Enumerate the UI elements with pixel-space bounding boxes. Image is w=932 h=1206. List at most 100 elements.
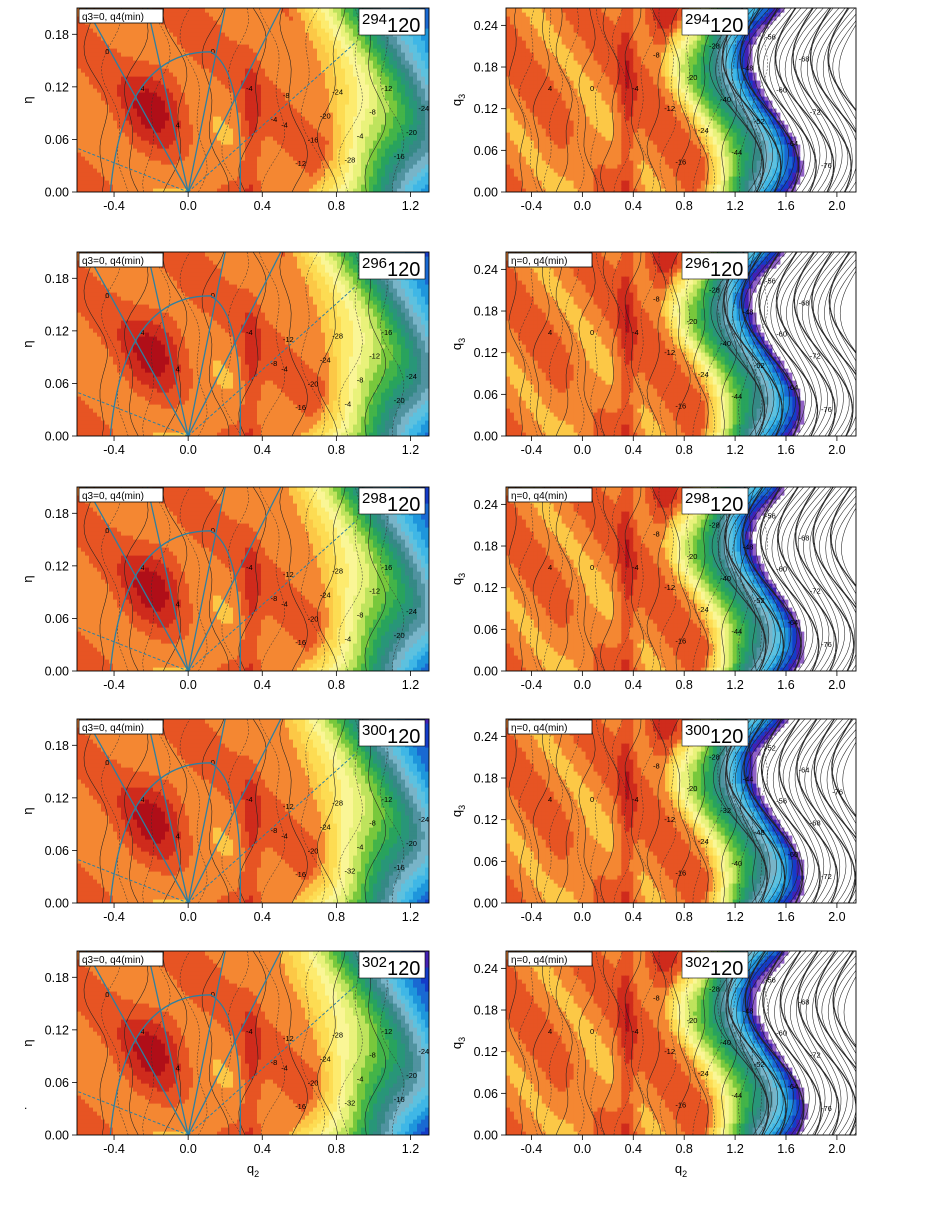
contour-cell: [77, 64, 82, 69]
contour-cell: [169, 80, 174, 85]
contour-cell: [193, 72, 198, 77]
contour-cell: [553, 28, 559, 33]
contour-cell: [553, 16, 559, 21]
contour-cell: [313, 44, 318, 49]
contour-cell: [269, 176, 274, 181]
contour-cell: [277, 44, 282, 49]
contour-cell: [373, 128, 378, 133]
contour-cell: [405, 108, 410, 113]
isoline: [300, 8, 326, 192]
contour-cell: [557, 132, 563, 137]
contour-cell: [93, 68, 98, 73]
contour-cell: [533, 136, 539, 141]
contour-cell: [157, 140, 162, 145]
isoline: [259, 8, 286, 192]
contour-cell: [157, 132, 162, 137]
contour-cell: [525, 132, 531, 137]
contour-cell: [213, 176, 218, 181]
contour-cell: [133, 120, 138, 125]
contour-cell: [277, 140, 282, 145]
contour-cell: [257, 88, 262, 93]
contour-cell: [149, 92, 154, 97]
contour-cell: [85, 88, 90, 93]
contour-cell: [269, 148, 274, 153]
contour-cell: [93, 184, 98, 189]
contour-cell: [113, 136, 118, 141]
contour-cell: [369, 72, 374, 77]
contour-cell: [273, 36, 278, 41]
contour-cell: [213, 12, 218, 17]
contour-cell: [545, 136, 551, 141]
contour-cell: [145, 112, 150, 117]
contour-cell: [341, 76, 346, 81]
contour-cell: [341, 36, 346, 41]
contour-cell: [417, 40, 422, 45]
contour-cell: [553, 132, 559, 137]
contour-cell: [521, 176, 527, 181]
contour-cell: [181, 8, 186, 13]
contour-cell: [365, 56, 370, 61]
contour-cell: [317, 108, 322, 113]
contour-cell: [277, 128, 282, 133]
contour-cell: [425, 68, 429, 73]
contour-cell: [245, 100, 250, 105]
contour-cell: [293, 16, 298, 21]
contour-cell: [369, 64, 374, 69]
contour-cell: [289, 164, 294, 169]
contour-cell: [409, 84, 414, 89]
contour-cell: [185, 176, 190, 181]
contour-cell: [345, 68, 350, 73]
contour-cell: [197, 128, 202, 133]
contour-cell: [313, 120, 318, 125]
contour-cell: [261, 88, 266, 93]
contour-cell: [189, 76, 194, 81]
contour-cell: [421, 156, 426, 161]
contour-cell: [297, 36, 302, 41]
contour-cell: [145, 28, 150, 33]
contour-cell: [273, 96, 278, 101]
contour-cell: [297, 120, 302, 125]
contour-cell: [305, 64, 310, 69]
contour-cell: [97, 184, 102, 189]
contour-cell: [509, 184, 515, 189]
contour-cell: [561, 24, 567, 29]
contour-cell: [181, 28, 186, 33]
contour-cell: [293, 136, 298, 141]
contour-cell: [129, 68, 134, 73]
contour-cell: [521, 164, 527, 169]
contour-cell: [557, 72, 563, 77]
contour-cell: [393, 68, 398, 73]
contour-cell: [273, 168, 278, 173]
contour-cell: [525, 16, 531, 21]
contour-cell: [185, 168, 190, 173]
contour-cell: [277, 124, 282, 129]
contour-cell: [97, 64, 102, 69]
contour-cell: [273, 12, 278, 17]
contour-cell: [409, 64, 414, 69]
contour-cell: [97, 152, 102, 157]
contour-cell: [157, 152, 162, 157]
contour-cell: [549, 104, 555, 109]
contour-cell: [209, 164, 214, 169]
contour-cell: [281, 64, 286, 69]
contour-cell: [89, 44, 94, 49]
contour-cell: [513, 60, 519, 65]
contour-cell: [425, 44, 429, 49]
contour-cell: [385, 104, 390, 109]
contour-cell: [289, 120, 294, 125]
contour-cell: [185, 100, 190, 105]
contour-cell: [217, 184, 222, 189]
contour-value-label: -4: [281, 121, 288, 130]
contour-cell: [241, 116, 246, 121]
contour-cell: [189, 120, 194, 125]
contour-cell: [265, 168, 270, 173]
contour-cell: [341, 112, 346, 117]
contour-cell: [413, 164, 418, 169]
contour-cell: [506, 132, 511, 137]
contour-cell: [225, 104, 230, 109]
contour-cell: [121, 180, 126, 185]
contour-cell: [506, 172, 511, 177]
contour-cell: [565, 88, 571, 93]
contour-cell: [205, 12, 210, 17]
contour-cell: [361, 80, 366, 85]
